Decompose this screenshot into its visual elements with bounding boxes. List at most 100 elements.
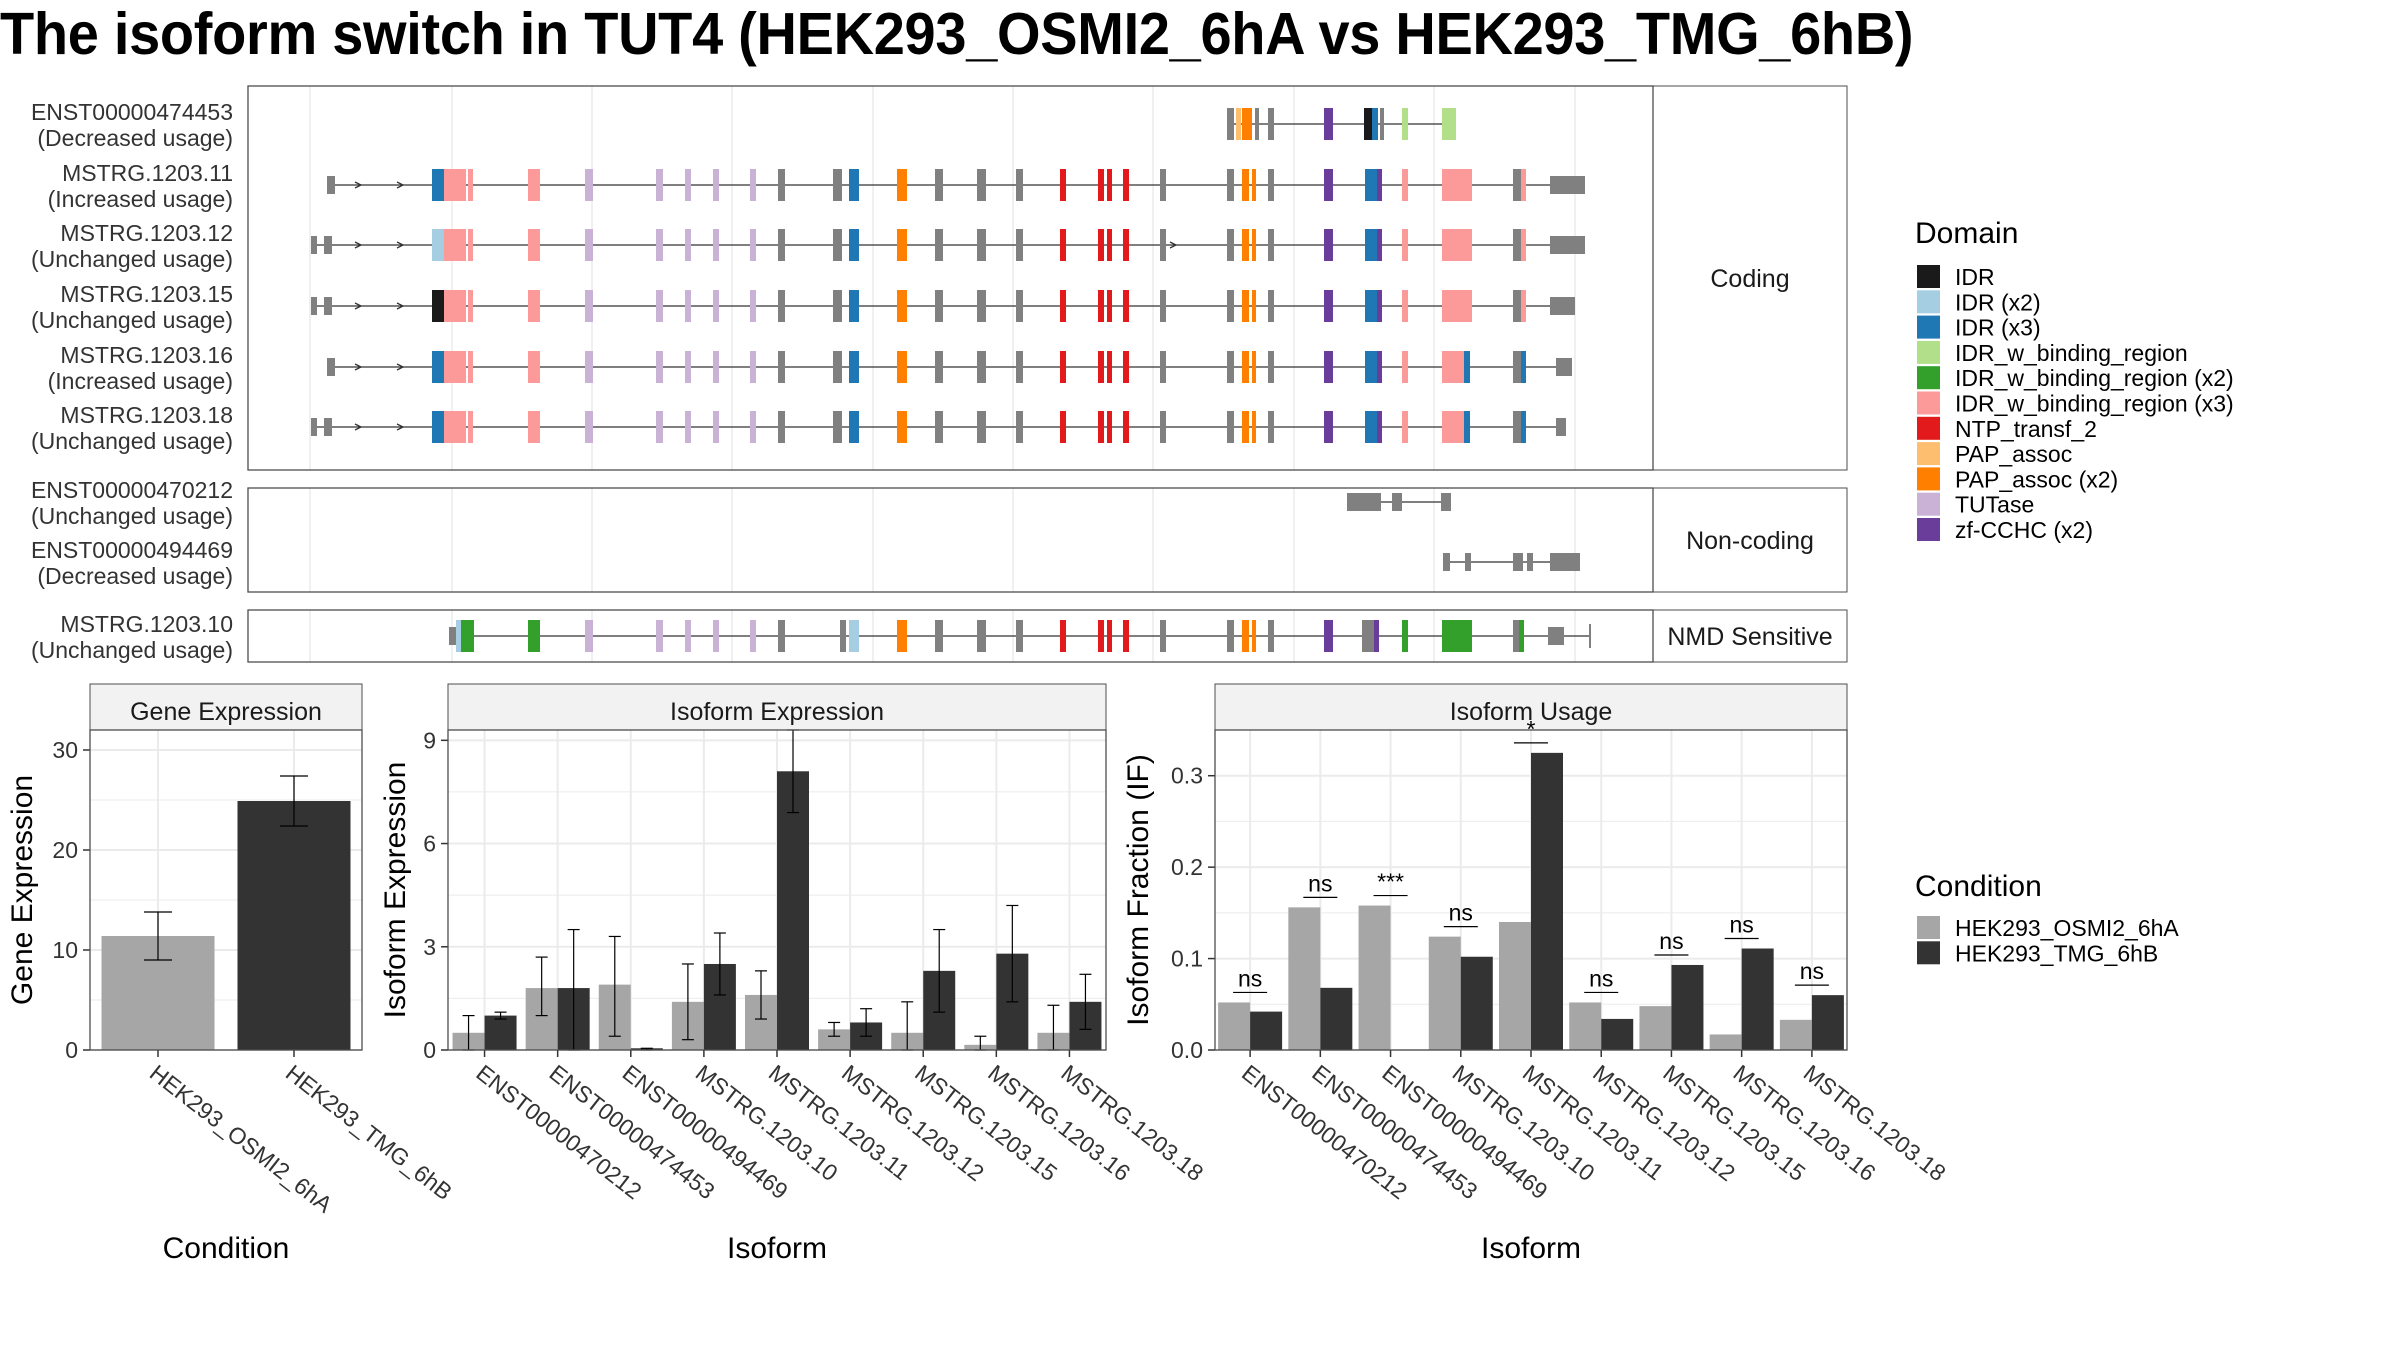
domain-exon [1442, 351, 1464, 383]
legend-domain-label: IDR_w_binding_region (x2) [1955, 365, 2234, 391]
domain-exon [432, 290, 439, 322]
domain-exon [1365, 411, 1377, 443]
exon [1227, 290, 1234, 322]
domain-exon [685, 229, 691, 261]
exon [311, 236, 317, 254]
domain-exon [1402, 290, 1408, 322]
domain-exon [1252, 290, 1256, 322]
transcript-usage-label: (Unchanged usage) [31, 246, 233, 272]
transcript-label: ENST00000474453 [31, 99, 233, 125]
transcript-usage-label: (Unchanged usage) [31, 637, 233, 663]
bar [1709, 1034, 1742, 1050]
domain-exon [656, 290, 663, 322]
exon [327, 358, 335, 376]
legend-domain-key [1917, 290, 1940, 314]
exon [977, 411, 986, 443]
exon [1513, 351, 1521, 383]
domain-exon [1402, 351, 1408, 383]
chart-strip [89, 683, 363, 731]
domain-exon [656, 411, 663, 443]
structure-facet-border [247, 487, 1654, 593]
domain-exon [1324, 229, 1333, 261]
domain-exon [1242, 351, 1249, 383]
domain-exon [853, 169, 859, 201]
domain-exon [467, 620, 474, 652]
exon [1548, 627, 1564, 645]
structure-facet-border [247, 85, 1654, 471]
legend-domain-key [1917, 265, 1940, 288]
domain-exon [585, 290, 593, 322]
legend-domain-title: Domain [1915, 217, 2018, 250]
domain-exon [444, 169, 458, 201]
chart-strip [1214, 683, 1848, 731]
bar [484, 1015, 517, 1050]
intron-arrow [396, 181, 405, 189]
domain-exon [1442, 169, 1472, 201]
exon [935, 620, 943, 652]
domain-exon [1123, 620, 1129, 652]
domain-exon [1521, 351, 1526, 383]
domain-exon [750, 351, 756, 383]
y-axis-title: Gene Expression [6, 775, 39, 1005]
domain-exon [1324, 290, 1333, 322]
exon [324, 236, 332, 254]
exon [977, 620, 986, 652]
legend-domain-key [1917, 391, 1940, 415]
domain-exon [1377, 411, 1382, 443]
legend-domain-key [1917, 340, 1940, 364]
domain-exon [585, 229, 593, 261]
bar [1288, 907, 1321, 1050]
legend-domain-key [1917, 366, 1940, 390]
exon [1160, 411, 1166, 443]
exon [1268, 169, 1274, 201]
structure-strip [1652, 487, 1848, 593]
exon [1556, 418, 1566, 436]
domain-exon [444, 351, 458, 383]
exon [324, 297, 332, 315]
domain-exon [713, 411, 719, 443]
exon [1016, 169, 1023, 201]
bar [237, 801, 351, 1050]
exon [833, 169, 842, 201]
legend-domain-label: PAP_assoc (x2) [1955, 466, 2118, 492]
exon [1016, 290, 1023, 322]
exon [1016, 229, 1023, 261]
domain-exon [444, 411, 458, 443]
domain-exon [750, 169, 756, 201]
chart-panel-border [89, 729, 363, 1051]
bar [1639, 1006, 1672, 1050]
domain-exon [1365, 351, 1377, 383]
domain-exon [1365, 290, 1377, 322]
exon [311, 418, 317, 436]
transcript-usage-label: (Decreased usage) [37, 125, 233, 151]
domain-exon [432, 351, 444, 383]
exon [1016, 411, 1023, 443]
exon [977, 290, 986, 322]
transcript-structure-panel: Coding Non-coding NMD Sensitive ENST0000047… [31, 85, 1848, 663]
y-tick-label: 3 [423, 934, 436, 960]
exon [1513, 169, 1521, 201]
bar [1358, 905, 1391, 1050]
exon [1160, 290, 1166, 322]
domain-exon [1442, 229, 1472, 261]
domain-exon [1442, 290, 1472, 322]
structure-facet-bg [248, 86, 1653, 470]
exon [833, 351, 842, 383]
domain-exon [432, 229, 446, 261]
domain-exon [713, 351, 719, 383]
isoform-usage-chart: Isoform Usage0.00.10.20.3nsENST000004702… [1122, 683, 1951, 1265]
exon [1443, 553, 1450, 571]
y-tick-label: 0.1 [1171, 946, 1203, 972]
exon [840, 620, 846, 652]
domain-exon [1098, 229, 1104, 261]
exon [1227, 108, 1234, 140]
significance-label: ns [1308, 870, 1332, 896]
bar [777, 771, 809, 1050]
domain-exon [528, 229, 540, 261]
domain-exon [1098, 351, 1104, 383]
exon [778, 351, 785, 383]
domain-exon [1324, 411, 1333, 443]
y-tick-label: 6 [423, 831, 436, 857]
legend-condition-key [1917, 916, 1940, 939]
